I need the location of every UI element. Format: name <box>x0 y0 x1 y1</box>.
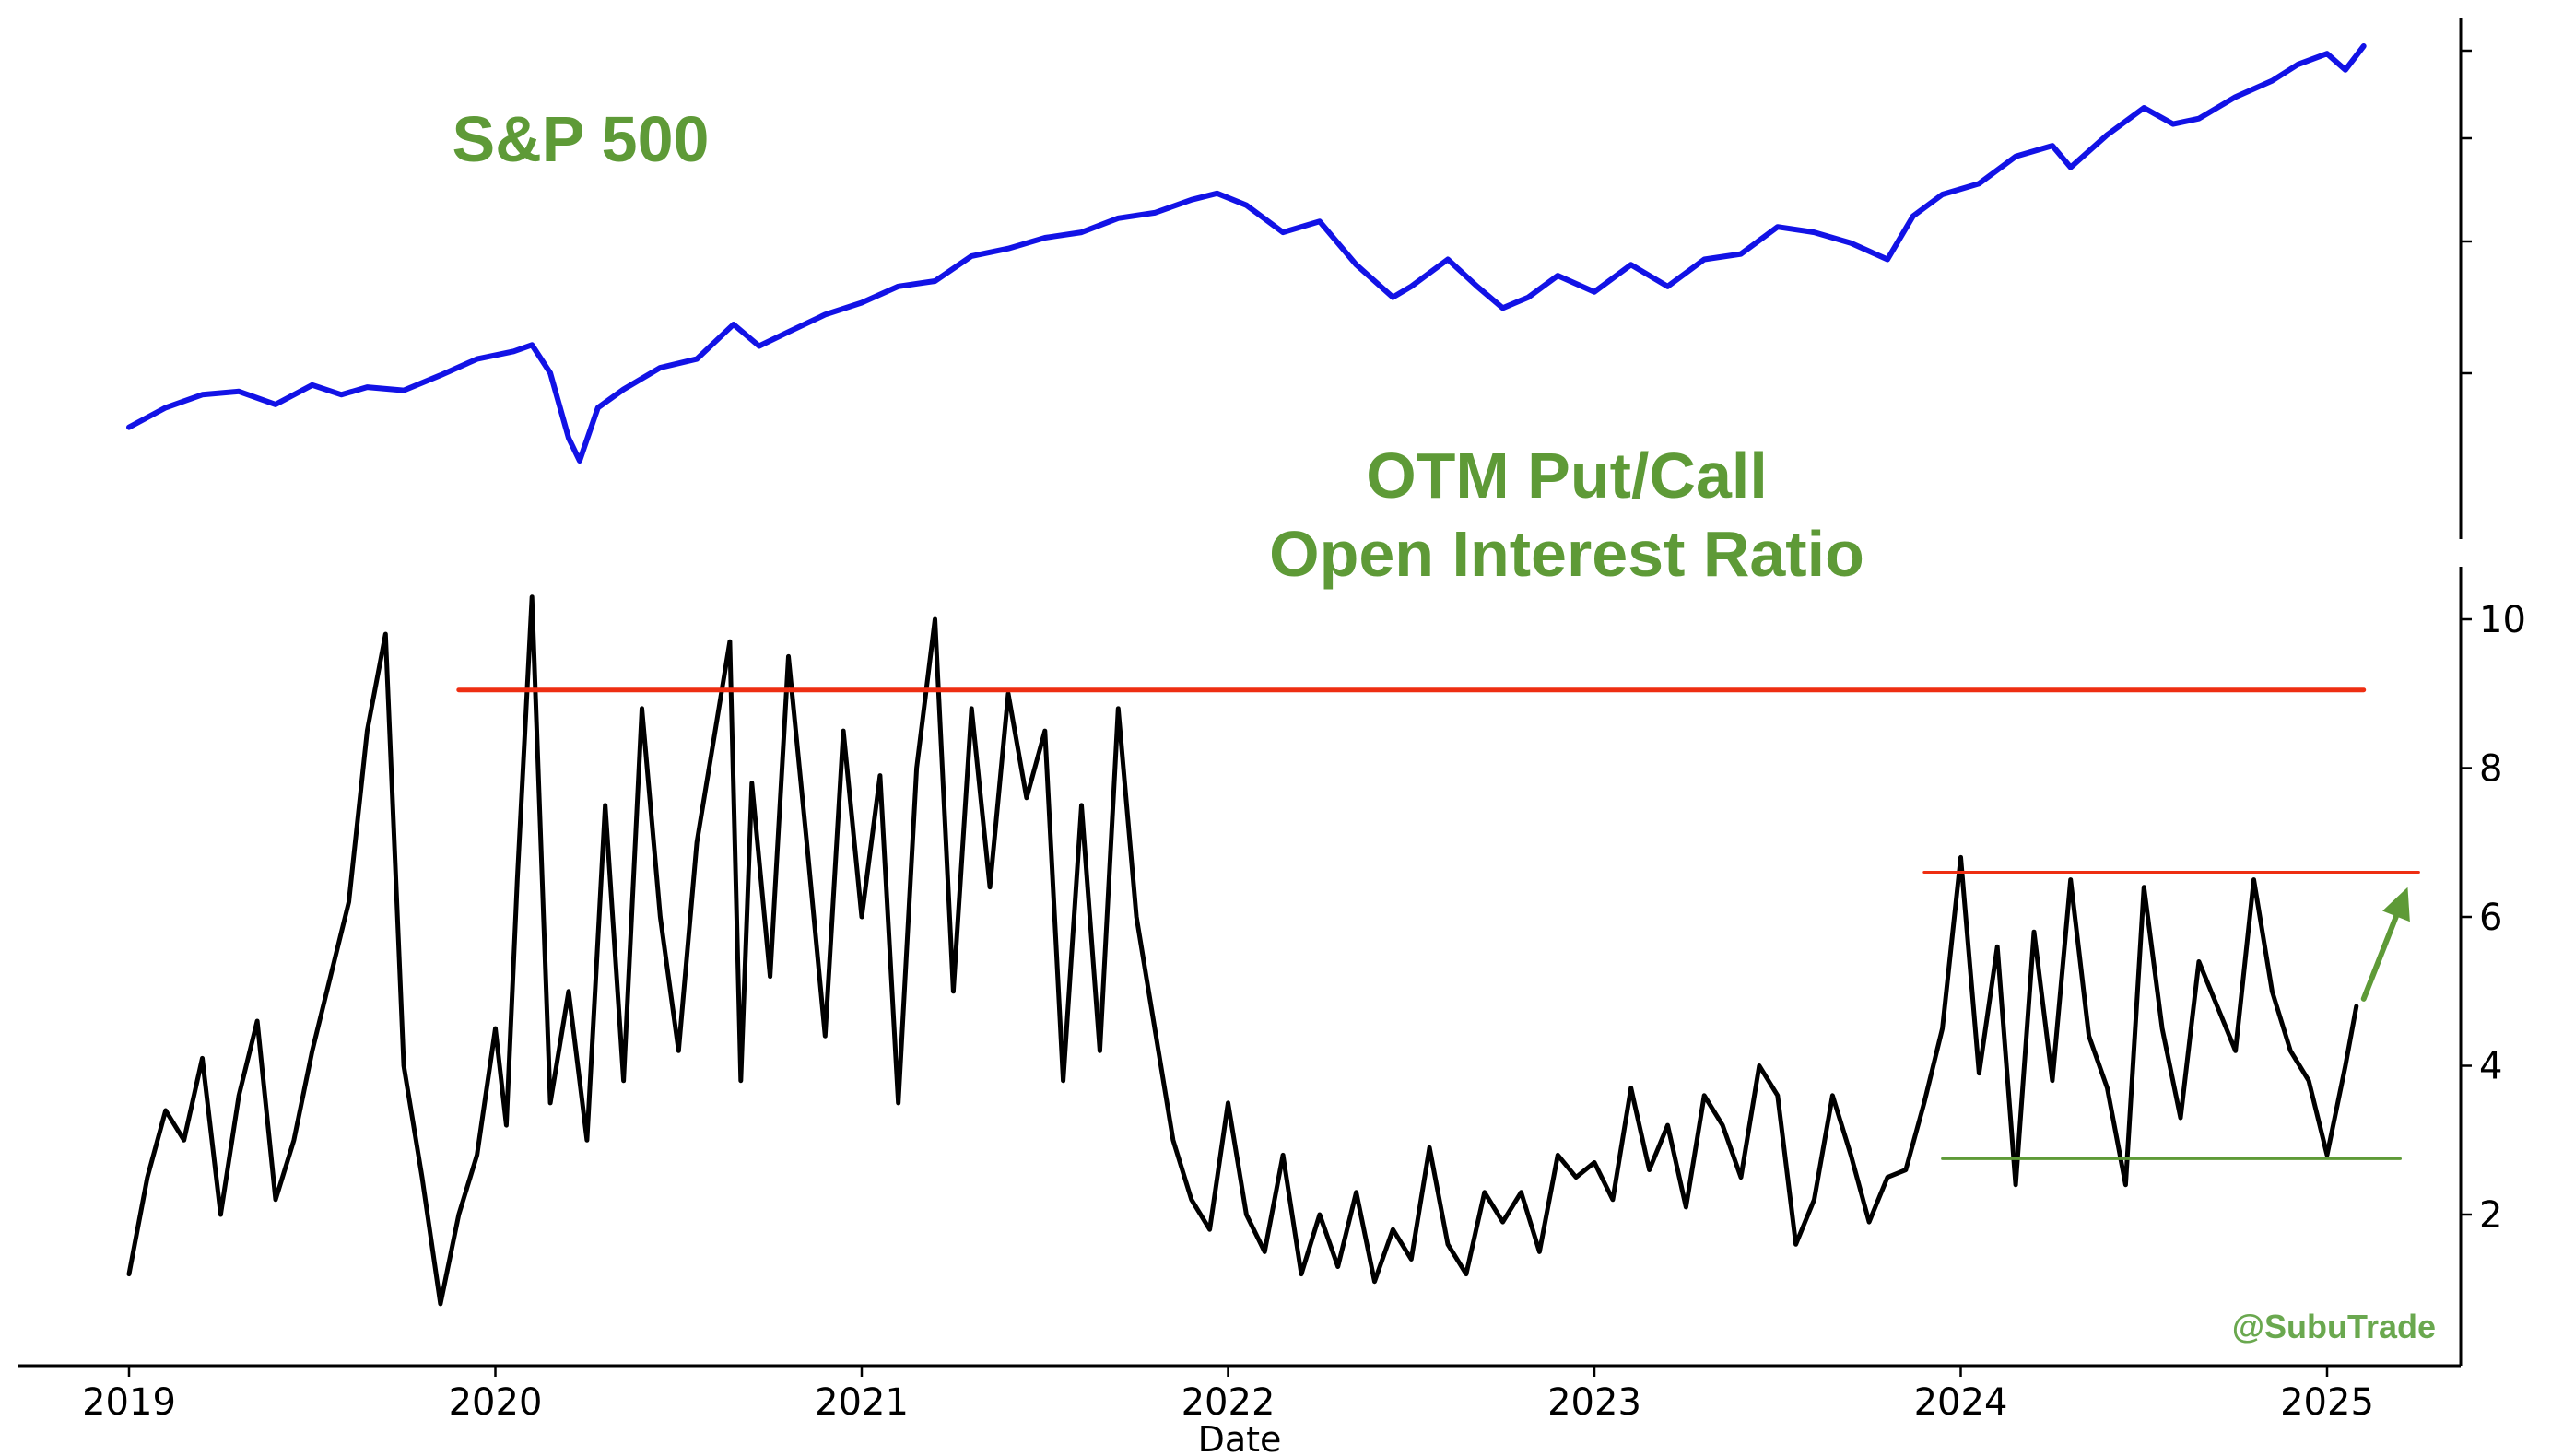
x-axis-label: Date <box>1198 1419 1282 1456</box>
x-tick-label: 2024 <box>1914 1381 2008 1424</box>
trend-arrow-head <box>2382 887 2410 922</box>
putcall-title: OTM Put/Call Open Interest Ratio <box>1269 440 1864 590</box>
x-tick-label: 2021 <box>815 1381 909 1424</box>
sp500-line <box>126 43 2367 464</box>
x-tick-label: 2019 <box>82 1381 176 1424</box>
y-tick-label: 8 <box>2479 748 2502 791</box>
y-tick-label: 4 <box>2479 1046 2502 1088</box>
x-axis-ticks: 2019 2020 2021 2022 2023 2024 2025 <box>82 1366 2374 1424</box>
putcall-title-line: OTM Put/Call <box>1366 440 1768 511</box>
x-tick-label: 2023 <box>1547 1381 1641 1424</box>
putcall-y-ticks: 2 4 6 8 10 <box>2461 599 2526 1237</box>
y-tick-label: 6 <box>2479 897 2502 939</box>
x-tick-label: 2022 <box>1182 1381 1276 1424</box>
y-tick-label: 10 <box>2479 599 2526 641</box>
trend-arrow-shaft <box>2360 913 2399 1002</box>
sp500-title: S&P 500 <box>453 103 710 175</box>
putcall-title-line: Open Interest Ratio <box>1269 518 1864 590</box>
sp500-series <box>126 43 2367 464</box>
sp500-panel: S&P 500 <box>126 18 2472 539</box>
putcall-series <box>126 594 2420 1307</box>
x-tick-label: 2020 <box>449 1381 543 1424</box>
credit-watermark: @SubuTrade <box>2232 1308 2436 1345</box>
putcall-panel: 2 4 6 8 10 2019 2020 2021 2022 2023 2024 2025 OTM … <box>18 440 2526 1456</box>
putcall-ratio-line <box>126 594 2359 1307</box>
y-tick-label: 2 <box>2479 1194 2502 1237</box>
x-tick-label: 2025 <box>2280 1381 2374 1424</box>
sp500-y-ticks <box>2461 49 2472 375</box>
